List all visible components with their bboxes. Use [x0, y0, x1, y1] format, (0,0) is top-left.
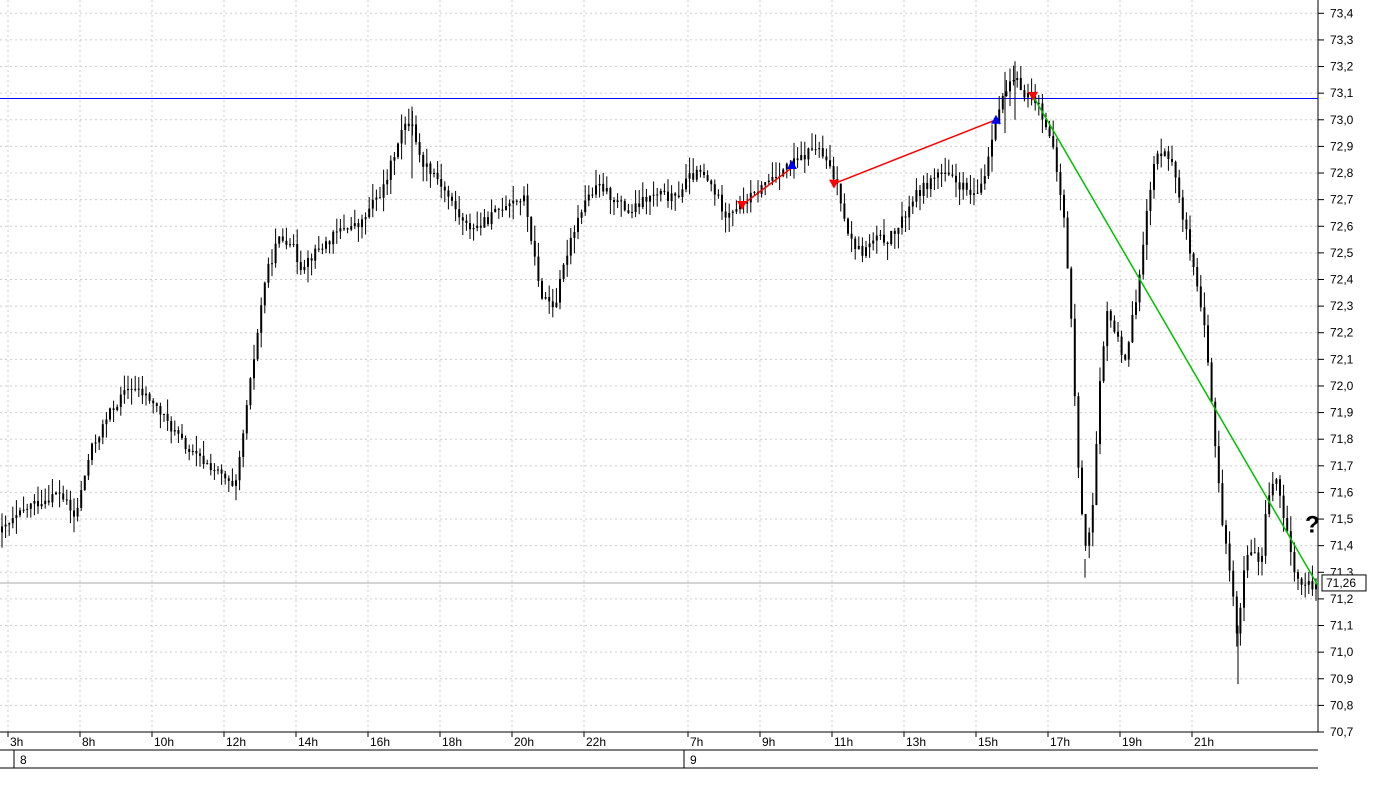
x-time-label: 8h — [82, 735, 95, 749]
y-tick-label: 72,5 — [1330, 246, 1354, 260]
y-tick-label: 71,7 — [1330, 459, 1354, 473]
trend-line — [834, 120, 996, 184]
y-tick-label: 73,2 — [1330, 60, 1354, 74]
x-time-label: 3h — [10, 735, 23, 749]
x-time-label: 12h — [226, 735, 246, 749]
question-mark: ? — [1305, 511, 1320, 538]
x-time-label: 14h — [298, 735, 318, 749]
y-tick-label: 70,9 — [1330, 672, 1354, 686]
y-tick-label: 72,7 — [1330, 193, 1354, 207]
signal-marker — [1028, 92, 1038, 101]
y-tick-label: 72,8 — [1330, 166, 1354, 180]
x-time-label: 13h — [906, 735, 926, 749]
y-tick-label: 72,3 — [1330, 299, 1354, 313]
y-tick-label: 73,1 — [1330, 86, 1354, 100]
x-time-label: 19h — [1122, 735, 1142, 749]
y-tick-label: 71,9 — [1330, 406, 1354, 420]
y-tick-label: 73,3 — [1330, 33, 1354, 47]
y-tick-label: 72,0 — [1330, 379, 1354, 393]
y-tick-label: 73,4 — [1330, 6, 1354, 20]
x-date-label: 8 — [20, 753, 27, 767]
y-tick-label: 71,6 — [1330, 485, 1354, 499]
y-tick-label: 72,4 — [1330, 272, 1354, 286]
x-time-label: 17h — [1050, 735, 1070, 749]
y-tick-label: 71,8 — [1330, 432, 1354, 446]
chart-svg: 70,770,870,971,071,171,271,371,471,571,6… — [0, 0, 1399, 790]
y-tick-label: 71,0 — [1330, 645, 1354, 659]
price-box-value: 71,26 — [1326, 576, 1356, 590]
y-tick-label: 71,5 — [1330, 512, 1354, 526]
y-tick-label: 72,6 — [1330, 219, 1354, 233]
x-time-label: 9h — [762, 735, 775, 749]
price-chart[interactable]: 70,770,870,971,071,171,271,371,471,571,6… — [0, 0, 1399, 790]
x-time-label: 18h — [442, 735, 462, 749]
x-time-label: 21h — [1194, 735, 1214, 749]
x-time-label: 16h — [370, 735, 390, 749]
y-tick-label: 70,7 — [1330, 725, 1354, 739]
signal-marker — [787, 160, 797, 169]
x-time-label: 11h — [834, 735, 853, 749]
y-tick-label: 71,2 — [1330, 592, 1354, 606]
y-tick-label: 72,1 — [1330, 352, 1354, 366]
y-tick-label: 70,8 — [1330, 698, 1354, 712]
y-tick-label: 72,9 — [1330, 139, 1354, 153]
x-time-label: 7h — [690, 735, 703, 749]
signal-marker — [737, 201, 747, 210]
y-tick-label: 72,2 — [1330, 326, 1354, 340]
x-time-label: 20h — [514, 735, 534, 749]
x-time-label: 15h — [978, 735, 998, 749]
y-tick-label: 73,0 — [1330, 113, 1354, 127]
x-time-label: 22h — [586, 735, 606, 749]
x-time-label: 10h — [154, 735, 174, 749]
y-tick-label: 71,4 — [1330, 539, 1354, 553]
y-tick-label: 71,1 — [1330, 619, 1354, 633]
x-date-label: 9 — [690, 753, 697, 767]
